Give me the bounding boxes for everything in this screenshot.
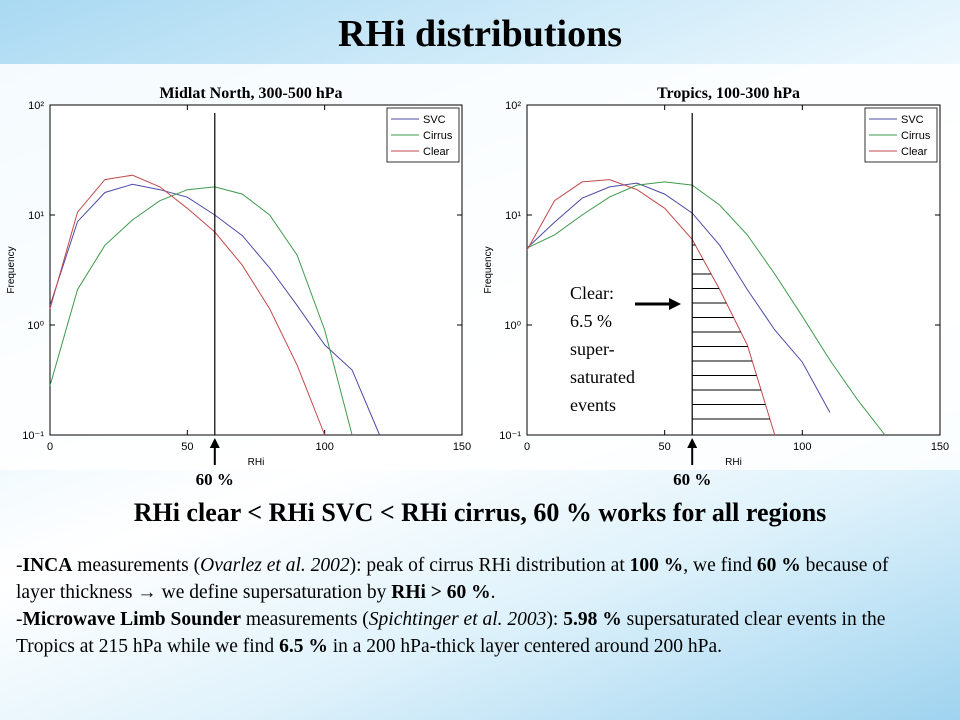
annotation: saturated: [570, 367, 635, 387]
slide-title: RHi distributions: [337, 13, 623, 55]
text: ): peak of cirrus RHi distribution at: [349, 555, 630, 576]
bullets: -INCA measurements (Ovarlez et al. 2002)…: [16, 552, 921, 660]
series-line: [526, 181, 886, 436]
legend-label: Cirrus: [423, 130, 453, 142]
x-tick-label: 100: [315, 441, 333, 453]
y-tick-label: 10⁻¹: [499, 430, 521, 442]
text: .: [490, 582, 496, 603]
y-tick-label: 10⁰: [27, 320, 44, 332]
text: measurements (: [240, 609, 369, 630]
series-line: [526, 182, 831, 413]
text: Ovarlez et al. 2002: [200, 555, 350, 576]
text: 6.5 %: [279, 636, 328, 657]
text: Microwave Limb Sounder: [22, 609, 241, 630]
text: because of layer thickness → we define s…: [16, 555, 889, 603]
legend-label: SVC: [423, 114, 446, 126]
text: measurements (: [72, 555, 201, 576]
threshold-label: 60 %: [673, 470, 711, 489]
charts: Midlat North, 300-500 hPa 10⁻¹ 10⁰ 10¹ 10² 0 5…: [6, 85, 950, 489]
x-axis-label: RHi: [725, 457, 742, 468]
bullet: -Microwave Limb Sounder measurements (Sp…: [16, 606, 921, 660]
text: 5.98 %: [563, 609, 622, 630]
x-axis-label: RHi: [248, 457, 265, 468]
series-line: [49, 186, 353, 436]
text: -: [16, 609, 23, 630]
bullet: -INCA measurements (Ovarlez et al. 2002)…: [16, 552, 921, 606]
text: ):: [546, 609, 564, 630]
text: RHi > 60 %: [391, 582, 491, 603]
legend-label: Clear: [423, 146, 450, 158]
legend-label: Clear: [901, 146, 928, 158]
x-tick-label: 50: [181, 441, 193, 453]
x-tick-label: 100: [793, 441, 811, 453]
x-tick-label: 150: [931, 441, 949, 453]
chart-title: Tropics, 100-300 hPa: [657, 85, 800, 102]
text: , we find: [683, 555, 757, 576]
text: Spichtinger et al. 2003: [368, 609, 547, 630]
x-tick-label: 50: [659, 441, 671, 453]
legend-box: [864, 107, 938, 163]
text: 100 %: [629, 555, 684, 576]
y-tick-label: 10¹: [505, 210, 521, 222]
text: INCA: [22, 555, 73, 576]
y-tick-label: 10²: [505, 100, 521, 112]
y-tick-label: 10⁻¹: [22, 430, 44, 442]
annotation: Clear:: [570, 283, 614, 303]
legend-label: SVC: [901, 114, 924, 126]
y-axis-label: Frequency: [483, 246, 494, 293]
y-tick-label: 10¹: [28, 210, 44, 222]
threshold-label: 60 %: [196, 470, 234, 489]
series-line: [49, 174, 326, 436]
text: supersaturated clear events in the Tropi…: [16, 609, 886, 657]
annotation-arrowhead: [669, 298, 681, 310]
threshold-arrowhead: [687, 438, 698, 448]
annotation: 6.5 %: [570, 311, 612, 331]
annotation: super-: [570, 339, 615, 359]
y-tick-label: 10²: [28, 100, 44, 112]
threshold-arrowhead: [209, 438, 220, 448]
legend-label: Cirrus: [901, 130, 931, 142]
chart-title: Midlat North, 300-500 hPa: [159, 85, 342, 102]
x-tick-label: 150: [453, 441, 471, 453]
text: in a 200 hPa-thick layer centered around…: [327, 636, 723, 657]
y-axis-label: Frequency: [6, 246, 17, 293]
text: -: [16, 555, 23, 576]
annotation: events: [570, 395, 616, 415]
y-tick-label: 10⁰: [504, 320, 521, 332]
text: 60 %: [756, 555, 801, 576]
x-tick-label: 0: [524, 441, 530, 453]
x-tick-label: 0: [47, 441, 53, 453]
conclusion: RHi clear < RHi SVC < RHi cirrus, 60 % w…: [133, 498, 827, 527]
